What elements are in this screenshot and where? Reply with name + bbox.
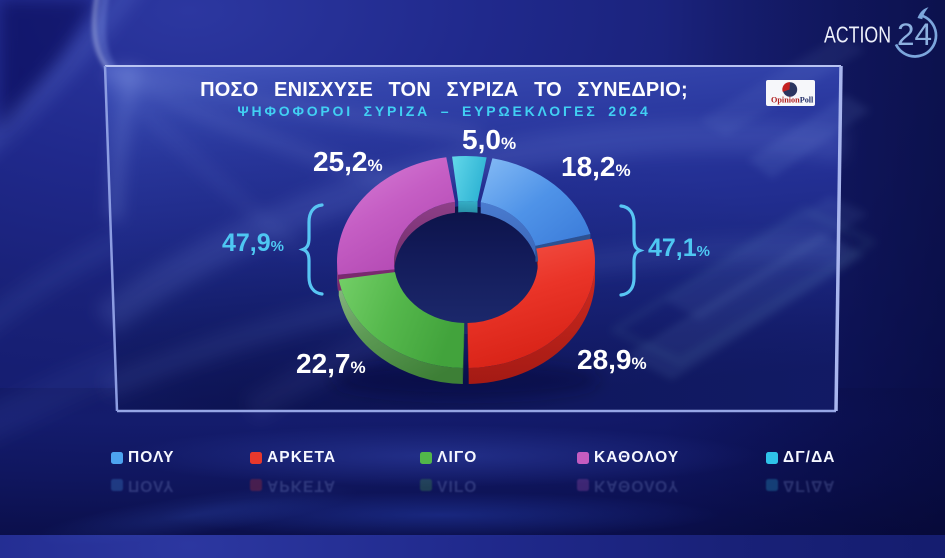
svg-text:OpinionPoll: OpinionPoll [771,96,814,105]
svg-text:24: 24 [897,16,932,52]
svg-text:ACTION: ACTION [824,22,891,48]
